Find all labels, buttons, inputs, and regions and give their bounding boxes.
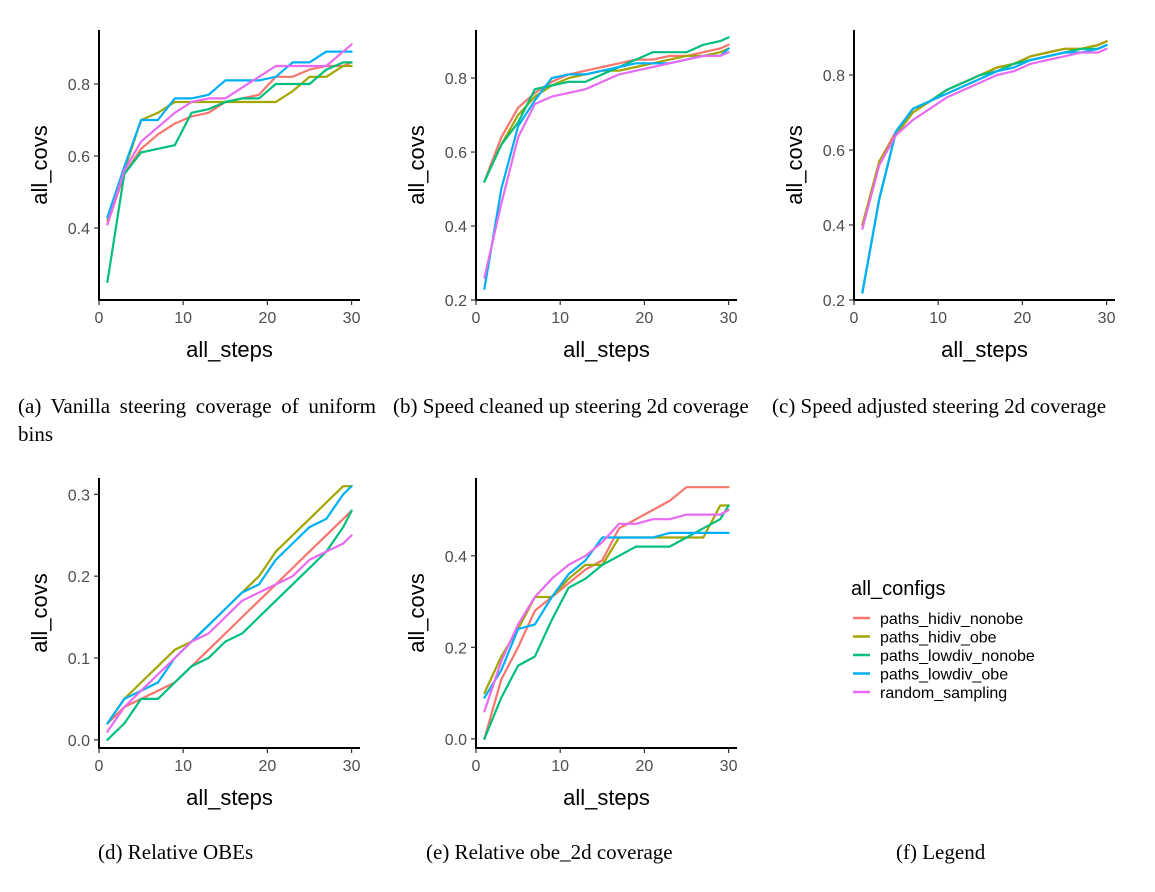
series-line-paths_hidiv_nonobe bbox=[483, 486, 730, 740]
y-tick-label: 0.0 bbox=[68, 733, 90, 750]
series-line-paths_hidiv_obe bbox=[106, 64, 353, 222]
series-line-paths_lowdiv_nonobe bbox=[106, 509, 353, 741]
x-tick-label: 30 bbox=[343, 758, 361, 775]
series-line-paths_hidiv_nonobe bbox=[106, 509, 353, 725]
caption-c: (c) Speed adjusted steering 2d coverage bbox=[772, 394, 1107, 418]
x-axis-title: all_steps bbox=[563, 785, 650, 810]
x-tick-label: 0 bbox=[472, 310, 481, 327]
caption-f: (f) Legend bbox=[896, 840, 986, 864]
x-axis-title: all_steps bbox=[563, 337, 650, 362]
y-tick-label: 0.4 bbox=[68, 221, 90, 238]
chart-panel-0: 0 10 20 30 0.4 0.6 0.8 all_steps all_covs bbox=[27, 30, 361, 362]
y-axis-title: all_covs bbox=[27, 573, 52, 652]
series-line-random_sampling bbox=[106, 534, 353, 733]
legend-label-paths_hidiv_obe: paths_hidiv_obe bbox=[880, 630, 997, 647]
series-line-random_sampling bbox=[483, 51, 730, 279]
y-axis-title: all_covs bbox=[404, 573, 429, 652]
series-line-paths_hidiv_obe bbox=[483, 504, 730, 695]
legend-label-paths_lowdiv_obe: paths_lowdiv_obe bbox=[880, 667, 1008, 684]
x-tick-label: 30 bbox=[720, 758, 738, 775]
y-tick-label: 0.0 bbox=[445, 732, 467, 749]
y-tick-label: 0.8 bbox=[823, 68, 845, 85]
y-tick-label: 0.2 bbox=[445, 640, 467, 657]
x-tick-label: 20 bbox=[635, 758, 653, 775]
x-axis-title: all_steps bbox=[941, 337, 1028, 362]
x-tick-label: 30 bbox=[720, 310, 738, 327]
y-tick-label: 0.2 bbox=[823, 293, 845, 310]
y-tick-label: 0.6 bbox=[445, 145, 467, 162]
y-axis-title: all_covs bbox=[782, 125, 807, 204]
series-line-paths_lowdiv_obe bbox=[106, 485, 353, 725]
chart-panel-4: 0 10 20 30 0.0 0.2 0.4 all_steps all_covs bbox=[404, 478, 738, 810]
x-tick-label: 0 bbox=[850, 310, 859, 327]
y-tick-label: 0.4 bbox=[445, 219, 467, 236]
x-tick-label: 0 bbox=[95, 310, 104, 327]
x-tick-label: 10 bbox=[551, 310, 569, 327]
chart-panel-3: 0 10 20 30 0.0 0.1 0.2 0.3 all_steps all_covs bbox=[27, 478, 361, 810]
chart-panel-1: 0 10 20 30 0.2 0.4 0.6 0.8 all_steps all_covs bbox=[404, 30, 738, 362]
legend-label-random_sampling: random_sampling bbox=[880, 685, 1007, 702]
x-tick-label: 10 bbox=[174, 758, 192, 775]
series-line-paths_lowdiv_obe bbox=[106, 50, 353, 219]
y-tick-label: 0.1 bbox=[68, 651, 90, 668]
series-line-paths_hidiv_nonobe bbox=[483, 43, 730, 183]
series-line-random_sampling bbox=[106, 43, 353, 226]
series-line-paths_lowdiv_obe bbox=[861, 43, 1108, 294]
caption-b: (b) Speed cleaned up steering 2d coverag… bbox=[393, 394, 749, 418]
y-tick-label: 0.3 bbox=[68, 487, 90, 504]
y-tick-label: 0.8 bbox=[445, 71, 467, 88]
series-line-paths_lowdiv_nonobe bbox=[483, 36, 730, 183]
y-tick-label: 0.2 bbox=[445, 293, 467, 310]
y-tick-label: 0.6 bbox=[823, 143, 845, 160]
x-tick-label: 20 bbox=[635, 310, 653, 327]
legend: all_configs paths_hidiv_nonobe paths_hidiv… bbox=[851, 578, 1035, 702]
x-tick-label: 20 bbox=[258, 310, 276, 327]
x-tick-label: 0 bbox=[472, 758, 481, 775]
caption-e: (e) Relative obe_2d coverage bbox=[426, 840, 673, 864]
legend-title: all_configs bbox=[851, 578, 946, 600]
x-tick-label: 20 bbox=[258, 758, 276, 775]
series-line-paths_lowdiv_nonobe bbox=[106, 61, 353, 284]
x-tick-label: 10 bbox=[551, 758, 569, 775]
chart-panel-2: 0 10 20 30 0.2 0.4 0.6 0.8 all_steps all_covs bbox=[782, 30, 1116, 362]
series-line-paths_hidiv_obe bbox=[861, 40, 1108, 227]
legend-label-paths_hidiv_nonobe: paths_hidiv_nonobe bbox=[880, 611, 1023, 628]
y-axis-title: all_covs bbox=[404, 125, 429, 204]
x-tick-label: 20 bbox=[1013, 310, 1031, 327]
y-axis-title: all_covs bbox=[27, 125, 52, 204]
series-line-random_sampling bbox=[483, 508, 730, 713]
x-tick-label: 30 bbox=[1098, 310, 1116, 327]
x-tick-label: 30 bbox=[343, 310, 361, 327]
legend-label-paths_lowdiv_nonobe: paths_lowdiv_nonobe bbox=[880, 648, 1035, 665]
series-line-paths_hidiv_nonobe bbox=[106, 61, 353, 226]
y-tick-label: 0.2 bbox=[68, 569, 90, 586]
x-axis-title: all_steps bbox=[186, 785, 273, 810]
caption-a: (a) Vanilla steering coverage of uniform… bbox=[18, 394, 376, 446]
x-tick-label: 0 bbox=[95, 758, 104, 775]
caption-d: (d) Relative OBEs bbox=[98, 840, 254, 864]
y-tick-label: 0.4 bbox=[445, 549, 467, 566]
x-tick-label: 10 bbox=[174, 310, 192, 327]
y-tick-label: 0.8 bbox=[68, 77, 90, 94]
series-line-paths_lowdiv_nonobe bbox=[861, 43, 1108, 294]
x-tick-label: 10 bbox=[929, 310, 947, 327]
series-line-paths_lowdiv_obe bbox=[483, 531, 730, 699]
x-axis-title: all_steps bbox=[186, 337, 273, 362]
series-line-random_sampling bbox=[861, 47, 1108, 230]
series-line-paths_lowdiv_obe bbox=[483, 47, 730, 290]
y-tick-label: 0.6 bbox=[68, 149, 90, 166]
y-tick-label: 0.4 bbox=[823, 218, 845, 235]
